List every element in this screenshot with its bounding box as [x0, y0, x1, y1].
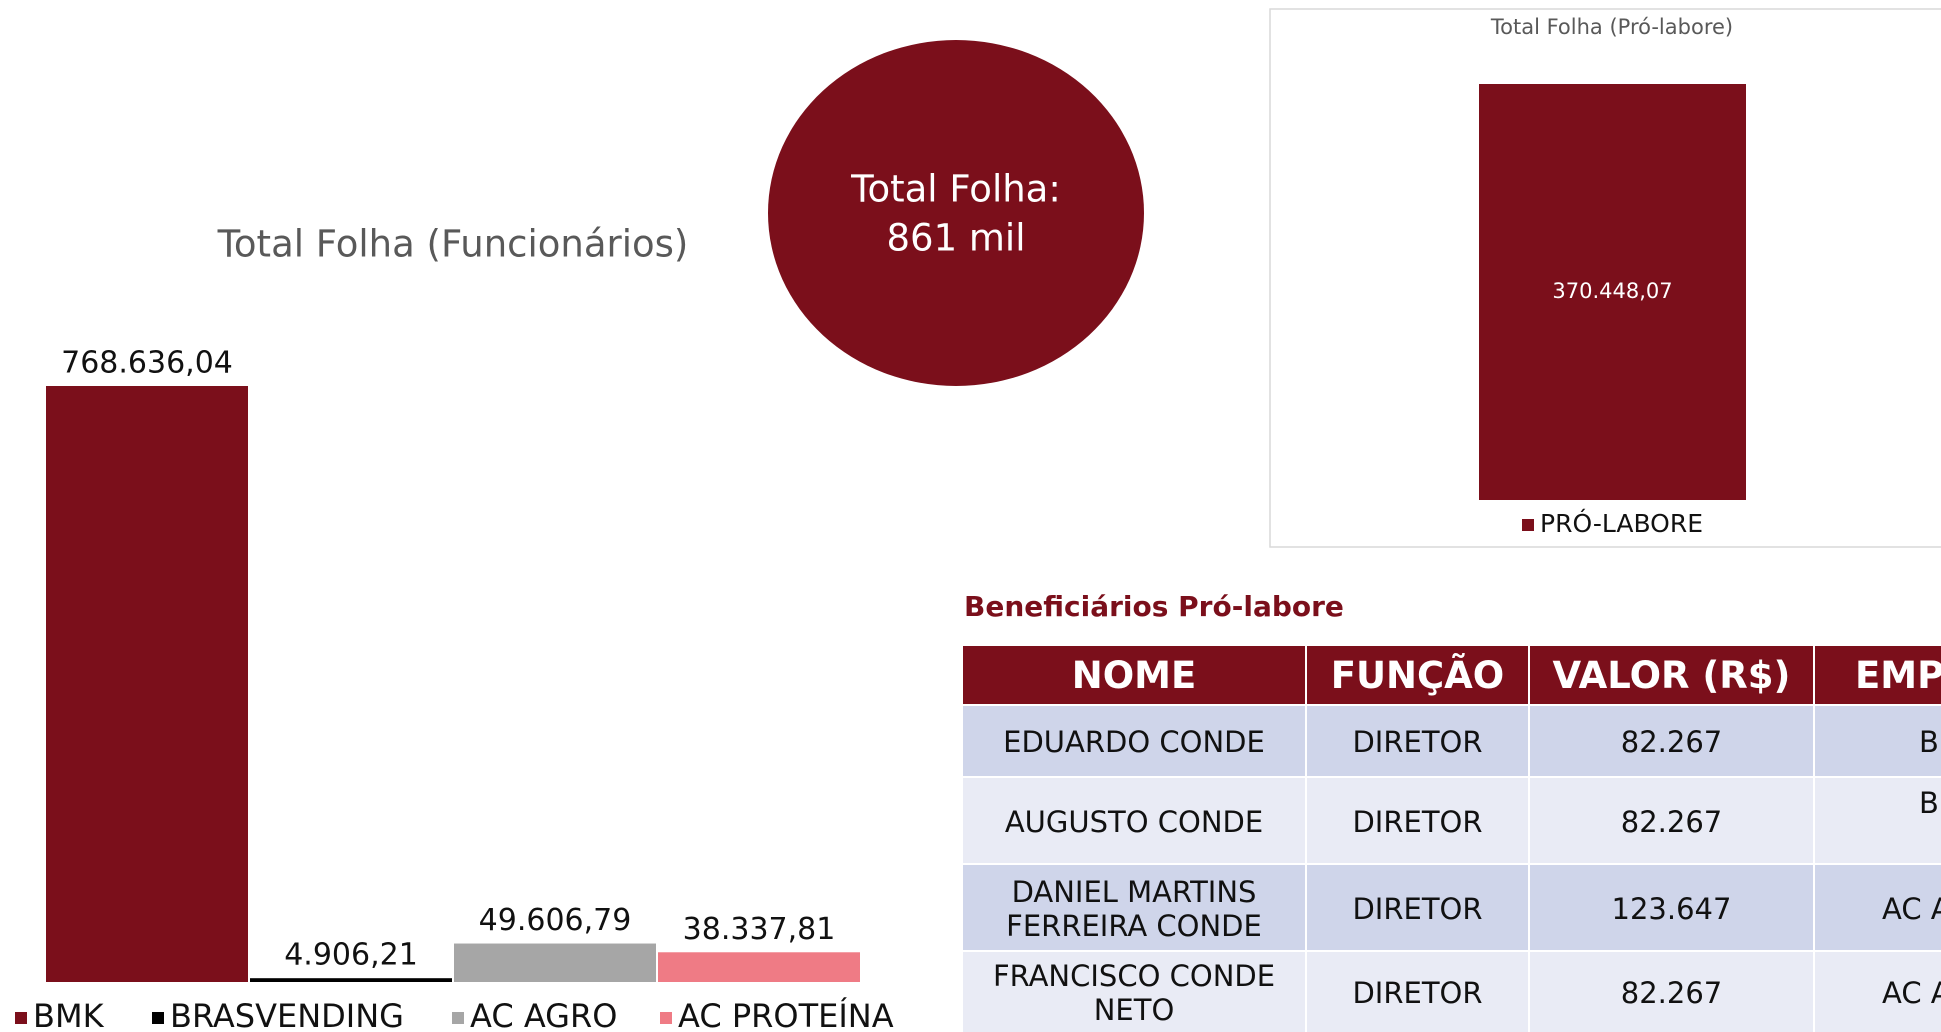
- callout-line: Total Folha:: [850, 168, 1061, 211]
- table-cell: FRANCISCO CONDE NETO: [963, 952, 1307, 1032]
- header-cell: NOME: [963, 646, 1307, 704]
- table-cell: DANIEL MARTINS FERREIRA CONDE: [963, 865, 1307, 952]
- callout-line: 861 mil: [887, 217, 1026, 260]
- table-row: NOME FUNÇÃO VALOR (R$) EMP: [963, 646, 1941, 704]
- table: NOME FUNÇÃO VALOR (R$) EMP EDUARDO CONDE DIRE…: [963, 646, 1941, 1032]
- table-cell: AC A: [1815, 952, 1941, 1032]
- table-title: Beneficiários Pró-labore: [964, 590, 1344, 623]
- table-cell: DIRETOR: [1307, 952, 1530, 1032]
- legend-swatch: [152, 1012, 164, 1024]
- table-cell: 82.267: [1530, 706, 1815, 778]
- legend-label: PRÓ-LABORE: [1540, 508, 1703, 538]
- table-row: DANIEL MARTINS FERREIRA CONDE DIRETOR 123.…: [963, 863, 1941, 952]
- data-label: 370.448,07: [1552, 279, 1672, 303]
- bar: [454, 943, 656, 982]
- table-cell: 123.647: [1530, 865, 1815, 952]
- legend-swatch: [452, 1012, 464, 1024]
- legend-label: AC AGRO: [470, 997, 617, 1032]
- table-cell: DIRETOR: [1307, 865, 1530, 952]
- data-label: 4.906,21: [284, 938, 418, 973]
- legend-swatch: [660, 1012, 672, 1024]
- table-cell: 82.267: [1530, 778, 1815, 865]
- header-cell: FUNÇÃO: [1307, 646, 1530, 704]
- header-cell: VALOR (R$): [1530, 646, 1815, 704]
- chart-frame: [1269, 8, 1941, 548]
- bar: [46, 386, 248, 982]
- table-cell: AUGUSTO CONDE: [963, 778, 1307, 865]
- table-cell: AC A: [1815, 865, 1941, 952]
- legend-label: AC PROTEÍNA: [678, 997, 894, 1032]
- table-cell: EDUARDO CONDE: [963, 706, 1307, 778]
- data-label: 768.636,04: [61, 346, 233, 381]
- bar: [1479, 84, 1746, 500]
- legend-swatch: [1522, 519, 1534, 531]
- chart-title: Total Folha (Funcionários): [217, 223, 689, 266]
- table-cell: DIRETOR: [1307, 706, 1530, 778]
- legend-label: BMK: [33, 997, 105, 1032]
- table-cell: B: [1815, 778, 1941, 865]
- table-row: EDUARDO CONDE DIRETOR 82.267 B: [963, 704, 1941, 778]
- header-cell: EMP: [1815, 646, 1941, 704]
- bar: [250, 978, 452, 982]
- callout-circle: [768, 40, 1144, 386]
- table-cell: 82.267: [1530, 952, 1815, 1032]
- data-label: 38.337,81: [683, 912, 836, 947]
- data-label: 49.606,79: [479, 903, 632, 938]
- chart-title: Total Folha (Pró-labore): [1490, 15, 1733, 39]
- table-row: AUGUSTO CONDE DIRETOR 82.267 B: [963, 776, 1941, 865]
- table-cell: B: [1815, 706, 1941, 778]
- table-cell: DIRETOR: [1307, 778, 1530, 865]
- bar: [658, 952, 860, 982]
- legend-label: BRASVENDING: [170, 997, 404, 1032]
- legend-swatch: [15, 1012, 27, 1024]
